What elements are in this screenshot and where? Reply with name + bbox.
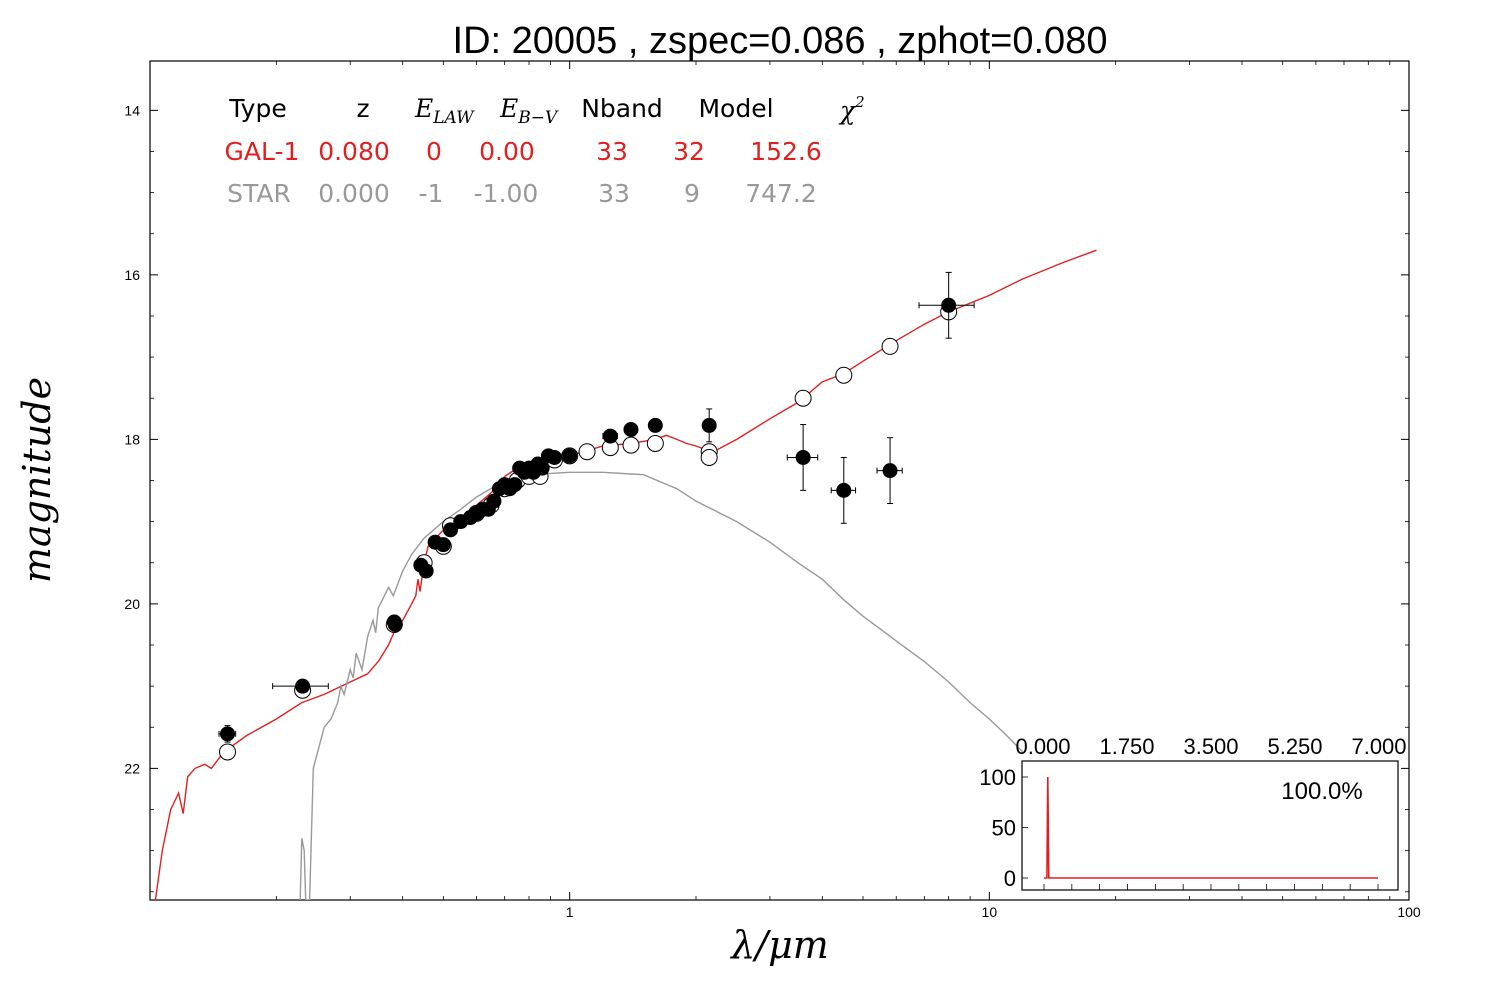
table-cell: 747.2 (745, 179, 817, 208)
table-cell: GAL-1 (225, 137, 300, 166)
inset-pdf-line (1044, 776, 1378, 879)
model-lines (154, 249, 1097, 900)
observed-point (442, 522, 458, 538)
y-tick-label: 18 (124, 431, 140, 447)
inset-ticks: 0.000 1.750 3.500 5.250 7.000 0 50 100 (979, 734, 1406, 891)
observed-point (546, 449, 562, 465)
observed-point (562, 448, 578, 464)
table-header-type: Type (228, 94, 286, 123)
table-row-star: STAR 0.000 -1 -1.00 33 9 747.2 (227, 179, 817, 208)
table-cell: 0.000 (318, 179, 390, 208)
x-tick-label: 1 (566, 904, 574, 920)
chart-title: ID: 20005 , zspec=0.086 , zphot=0.080 (453, 20, 1108, 62)
y-tick-label: 20 (124, 596, 140, 612)
table-header-ebv: EB−V (499, 94, 559, 128)
axis-ticks: 14 16 18 20 22 1 10 100 (124, 61, 1421, 920)
model-line-star (299, 471, 1024, 900)
y-tick-label: 16 (124, 267, 140, 283)
y-axis-label: magnitude (15, 377, 59, 583)
table-cell: -1.00 (474, 179, 539, 208)
observed-point (486, 493, 502, 509)
model-predicted-point (794, 389, 812, 407)
observed-point (602, 428, 618, 444)
model-line-gal-1 (154, 249, 1097, 900)
table-cell: 32 (673, 137, 705, 166)
x-axis-label: λ/μm (729, 923, 829, 967)
table-header-nband: Nband (581, 94, 663, 123)
inset-x-tick-label: 3.500 (1183, 734, 1238, 759)
inset-x-tick-label: 1.750 (1099, 734, 1154, 759)
observed-point (941, 297, 957, 313)
observed-point (295, 678, 311, 694)
model-predicted-point (622, 436, 640, 454)
table-header-chi2: χ2 (838, 93, 865, 125)
table-cell: STAR (227, 179, 291, 208)
observed-point (836, 482, 852, 498)
y-tick-label: 14 (124, 102, 140, 118)
observed-point (418, 563, 434, 579)
observed-point (534, 460, 550, 476)
inset-line (1044, 776, 1378, 879)
data-markers (218, 271, 975, 761)
x-tick-label: 10 (982, 904, 998, 920)
inset-x-tick-label: 7.000 (1351, 734, 1406, 759)
table-cell: 9 (684, 179, 700, 208)
table-cell: 0.080 (318, 137, 390, 166)
fit-table: Type z ELAW EB−V Nband Model χ2 GAL-1 0.… (225, 93, 865, 208)
inset-pdf: 0.000 1.750 3.500 5.250 7.000 0 50 100 100.0% (979, 734, 1406, 891)
table-cell: 0.00 (479, 137, 535, 166)
observed-point (882, 463, 898, 479)
table-header-z: z (356, 94, 369, 123)
observed-point (435, 537, 451, 553)
observed-point (701, 417, 717, 433)
model-predicted-point (219, 743, 237, 761)
table-cell: 33 (598, 179, 630, 208)
table-cell: 0 (426, 137, 442, 166)
x-tick-label: 100 (1397, 904, 1421, 920)
observed-point (220, 726, 236, 742)
inset-y-tick-label: 100 (979, 765, 1016, 790)
y-tick-label: 22 (124, 760, 140, 776)
model-predicted-point (835, 366, 853, 384)
model-predicted-point (700, 448, 718, 466)
inset-percent-label: 100.0% (1281, 778, 1362, 805)
table-cell: -1 (419, 179, 444, 208)
table-header-elaw: ELAW (414, 94, 475, 128)
inset-frame (1021, 760, 1399, 891)
inset-x-tick-label: 0.000 (1015, 734, 1070, 759)
table-cell: 152.6 (750, 137, 822, 166)
inset-y-tick-label: 50 (992, 816, 1016, 841)
observed-point (387, 616, 403, 632)
inset-y-tick-label: 0 (1004, 866, 1016, 891)
table-cell: 33 (596, 137, 628, 166)
model-predicted-point (578, 443, 596, 461)
observed-point (795, 449, 811, 465)
model-predicted-point (881, 337, 899, 355)
model-predicted-point (646, 434, 664, 452)
table-row-gal: GAL-1 0.080 0 0.00 33 32 152.6 (225, 137, 822, 166)
table-header-model: Model (698, 94, 773, 123)
observed-point (623, 422, 639, 438)
inset-x-tick-label: 5.250 (1267, 734, 1322, 759)
observed-point (507, 477, 523, 493)
observed-point (647, 417, 663, 433)
